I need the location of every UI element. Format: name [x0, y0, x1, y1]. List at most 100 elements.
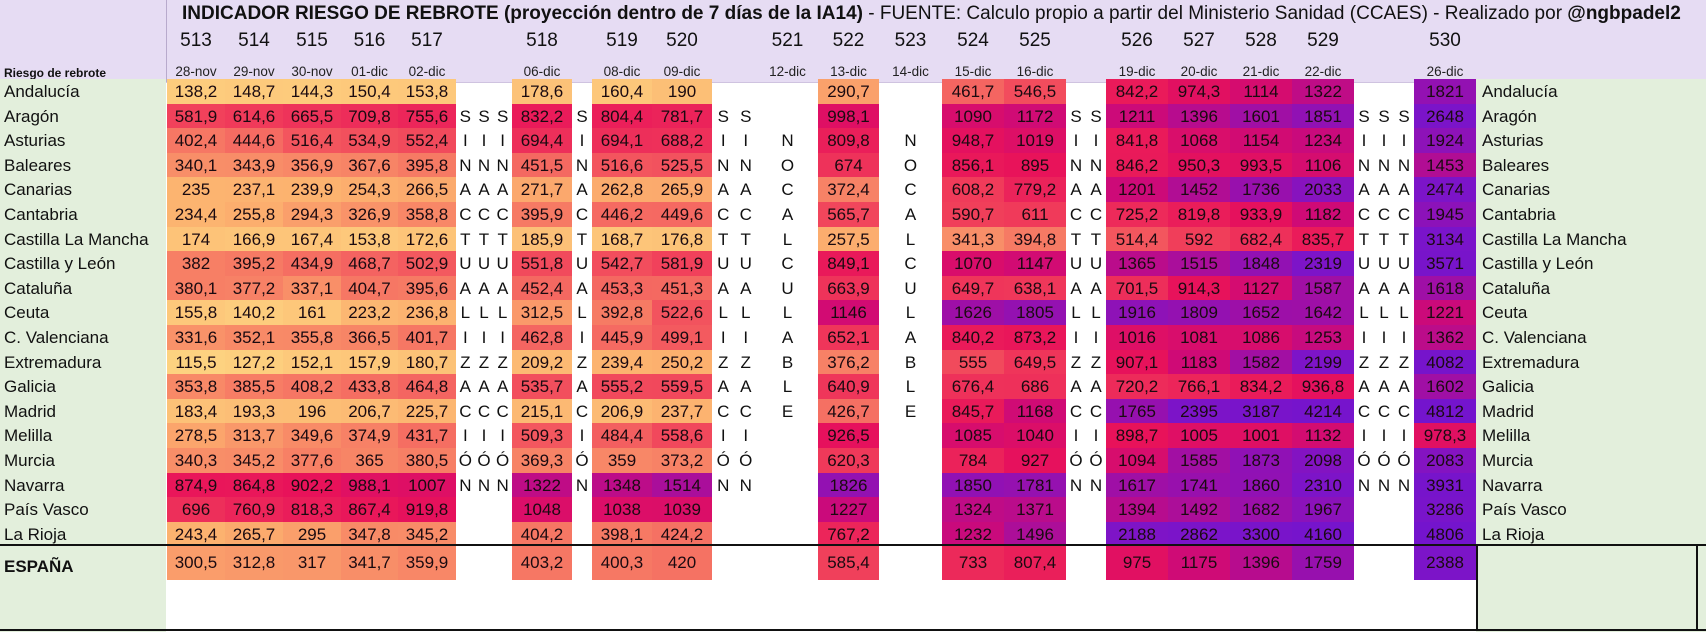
- heatmap-cell: 2474: [1414, 177, 1476, 202]
- no-calculable-letter: A: [904, 328, 917, 347]
- heatmap-cell: 720,2: [1106, 374, 1168, 399]
- heatmap-cell: 1348: [592, 473, 652, 498]
- gap-letter: C: [1069, 205, 1083, 224]
- gap-letter: C: [477, 205, 491, 224]
- no-calculable-letter: L: [905, 377, 916, 396]
- gap-letter: C: [1397, 205, 1411, 224]
- heatmap-cell: 356,9: [283, 153, 341, 178]
- heatmap-cell: 1146: [818, 300, 879, 325]
- heatmap-cell: 372,4: [818, 177, 879, 202]
- heatmap-cell: 176,8: [652, 227, 712, 252]
- gap-letter: Ó: [1069, 451, 1083, 470]
- heatmap-cell: 172,6: [398, 227, 456, 252]
- heatmap-cell: 686: [1004, 374, 1066, 399]
- heatmap-cell: 167,4: [283, 227, 341, 252]
- column-date: 30-nov: [291, 64, 333, 79]
- gap-letter: S: [740, 107, 752, 126]
- gap-letter: A: [1358, 377, 1370, 396]
- region-label: Navarra: [4, 476, 65, 495]
- heatmap-cell: 559,5: [652, 374, 712, 399]
- gap-letter: A: [496, 180, 509, 199]
- heatmap-cell: 694,1: [592, 128, 652, 153]
- gap-letter: A: [1398, 180, 1410, 199]
- heatmap-cell: 444,6: [225, 128, 283, 153]
- heatmap-cell: 1602: [1414, 374, 1476, 399]
- gap-letter: I: [1361, 328, 1367, 347]
- column-date: 13-dic: [830, 64, 867, 79]
- heatmap-cell: 313,7: [225, 423, 283, 448]
- heatmap-cell: 236,8: [398, 300, 456, 325]
- heatmap-cell: 290,7: [818, 79, 879, 104]
- gap-letter: I: [720, 328, 726, 347]
- heatmap-cell: 1496: [1004, 522, 1066, 547]
- no-calculable-letter: N: [781, 131, 794, 150]
- column-number: 519: [606, 30, 638, 51]
- heatmap-cell: 1652: [1230, 300, 1292, 325]
- heatmap-cell: 1094: [1106, 448, 1168, 473]
- gap-letter: I: [720, 131, 726, 150]
- heatmap-cell: 867,4: [341, 497, 398, 522]
- heatmap-cell: 1085: [942, 423, 1004, 448]
- gap-letter: N: [459, 156, 472, 175]
- heatmap-cell: 382: [167, 251, 225, 276]
- heatmap-cell: 449,6: [652, 202, 712, 227]
- gap-letter: Z: [1358, 353, 1370, 372]
- no-calculable-letter: U: [781, 279, 794, 298]
- gap-letter: N: [717, 476, 730, 495]
- region-label-right: Aragón: [1482, 107, 1537, 126]
- heatmap-cell: 3134: [1414, 227, 1476, 252]
- heatmap-cell: 403,2: [512, 546, 572, 580]
- heatmap-cell: 1016: [1106, 325, 1168, 350]
- region-label-right: Extremadura: [1482, 353, 1580, 372]
- heatmap-cell: 1172: [1004, 104, 1066, 129]
- heatmap-cell: 1175: [1168, 546, 1230, 580]
- gap-letter: Z: [576, 353, 588, 372]
- heatmap-cell: 343,9: [225, 153, 283, 178]
- heatmap-cell: 402,4: [167, 128, 225, 153]
- column-number: 522: [832, 30, 865, 51]
- heatmap-cell: 1741: [1168, 473, 1230, 498]
- heatmap-cell: 907,1: [1106, 350, 1168, 375]
- gap-letter: T: [718, 230, 729, 249]
- heatmap-cell: 395,8: [398, 153, 456, 178]
- gap-letter: N: [739, 476, 752, 495]
- heatmap-cell: 1582: [1230, 350, 1292, 375]
- heatmap-cell: 733: [942, 546, 1004, 580]
- heatmap-cell: 1585: [1168, 448, 1230, 473]
- no-calculable-letter: [757, 104, 818, 130]
- heatmap-cell: 377,6: [283, 448, 341, 473]
- gap-letter: [572, 79, 592, 105]
- heatmap-cell: 784: [942, 448, 1004, 473]
- gap-letter: L: [1091, 303, 1101, 322]
- heatmap-cell: 1086: [1230, 325, 1292, 350]
- region-label-right: Baleares: [1482, 156, 1550, 175]
- column-number: 514: [238, 30, 270, 51]
- gap-letter: A: [717, 377, 729, 396]
- heatmap-cell: 849,1: [818, 251, 879, 276]
- right-label-column: [1476, 79, 1706, 632]
- heatmap-cell: 431,7: [398, 423, 456, 448]
- column-date: 19-dic: [1118, 64, 1156, 79]
- gap-letter: L: [1399, 303, 1409, 322]
- heatmap-cell: 398,1: [592, 522, 652, 547]
- gap-letter: A: [496, 279, 509, 298]
- gap-letter: I: [1381, 131, 1387, 150]
- heatmap-cell: 898,7: [1106, 423, 1168, 448]
- gap-letter: [1354, 497, 1374, 523]
- gap-letter: A: [1398, 377, 1410, 396]
- gap-letter: N: [1377, 156, 1391, 175]
- heatmap-cell: 157,9: [341, 350, 398, 375]
- gap-letter: S: [576, 107, 588, 126]
- region-label-right: Andalucía: [1482, 82, 1558, 101]
- gap-letter: Ó: [575, 451, 589, 470]
- gap-letter: S: [717, 107, 729, 126]
- header-divider: [166, 0, 167, 82]
- gap-letter: C: [496, 402, 509, 421]
- heatmap-cell: 1805: [1004, 300, 1066, 325]
- heatmap-cell: 140,2: [225, 300, 283, 325]
- column-date: 16-dic: [1016, 64, 1054, 79]
- gap-letter: Ó: [1357, 451, 1371, 470]
- gap-letter: I: [579, 328, 585, 347]
- region-label: Extremadura: [4, 353, 102, 372]
- gap-letter: A: [576, 377, 588, 396]
